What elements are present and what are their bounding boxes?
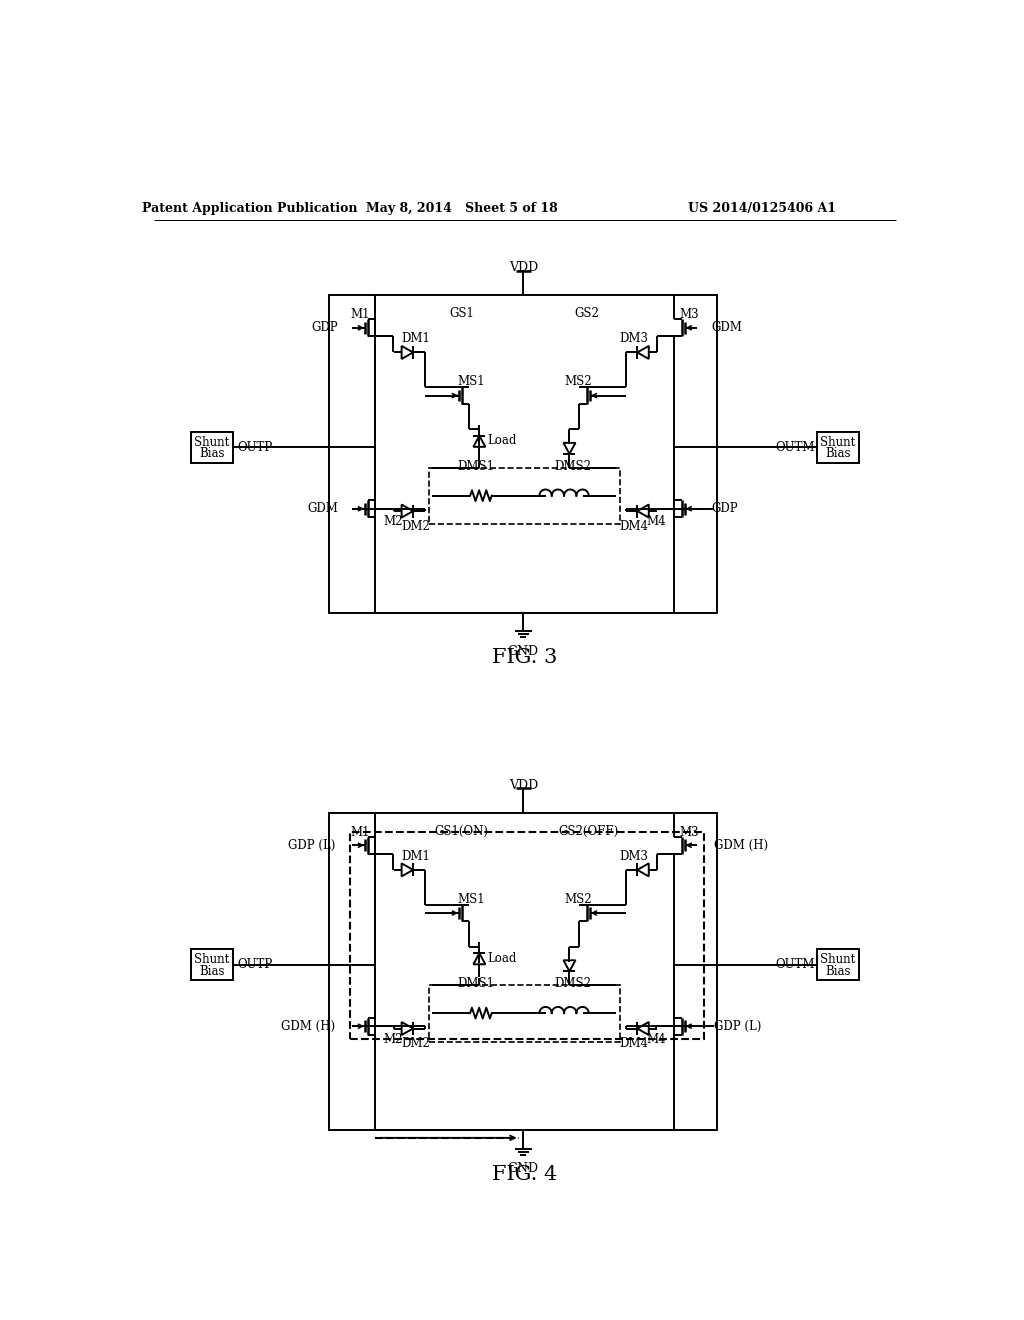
- Text: M3: M3: [680, 308, 699, 321]
- Bar: [350, 832, 705, 1039]
- Text: Shunt: Shunt: [195, 953, 229, 966]
- Text: M3: M3: [680, 825, 699, 838]
- Bar: [190, 432, 233, 462]
- Text: May 8, 2014   Sheet 5 of 18: May 8, 2014 Sheet 5 of 18: [366, 202, 557, 215]
- Text: GDP (L): GDP (L): [714, 1019, 762, 1032]
- Text: Shunt: Shunt: [195, 436, 229, 449]
- Text: DM2: DM2: [401, 520, 431, 533]
- Text: DM3: DM3: [620, 333, 648, 345]
- Bar: [330, 813, 717, 1130]
- Text: GDM: GDM: [307, 502, 339, 515]
- Text: Bias: Bias: [199, 965, 224, 978]
- Text: MS1: MS1: [457, 892, 484, 906]
- Text: DM4: DM4: [620, 1038, 648, 1051]
- Text: Load: Load: [487, 434, 517, 447]
- Bar: [429, 469, 620, 524]
- Text: Shunt: Shunt: [820, 436, 855, 449]
- Bar: [429, 985, 620, 1041]
- Text: GS2: GS2: [574, 308, 600, 321]
- Text: Load: Load: [487, 952, 517, 965]
- Text: GDP: GDP: [711, 502, 737, 515]
- Text: M2: M2: [383, 515, 402, 528]
- Text: DMS1: DMS1: [458, 977, 495, 990]
- Text: VDD: VDD: [509, 779, 538, 792]
- Text: Bias: Bias: [199, 447, 224, 461]
- Text: GS1: GS1: [450, 308, 474, 321]
- Text: GND: GND: [508, 1162, 539, 1175]
- Bar: [816, 949, 859, 979]
- Text: VDD: VDD: [509, 261, 538, 275]
- Text: OUTM: OUTM: [775, 958, 815, 972]
- Text: GDP (L): GDP (L): [288, 838, 336, 851]
- Text: MS2: MS2: [564, 375, 592, 388]
- Text: GDM (H): GDM (H): [714, 838, 768, 851]
- Text: DM2: DM2: [401, 1038, 431, 1051]
- Text: DM4: DM4: [620, 520, 648, 533]
- Text: GND: GND: [508, 644, 539, 657]
- Text: M4: M4: [647, 515, 667, 528]
- Text: M4: M4: [647, 1032, 667, 1045]
- Text: M1: M1: [350, 825, 370, 838]
- Text: DMS2: DMS2: [554, 977, 591, 990]
- Text: GS2(OFF): GS2(OFF): [558, 825, 618, 838]
- Bar: [190, 949, 233, 979]
- Text: DM1: DM1: [401, 333, 431, 345]
- Text: DMS2: DMS2: [554, 459, 591, 473]
- Text: M2: M2: [383, 1032, 402, 1045]
- Text: GDM: GDM: [711, 321, 742, 334]
- Text: US 2014/0125406 A1: US 2014/0125406 A1: [688, 202, 836, 215]
- Text: OUTM: OUTM: [775, 441, 815, 454]
- Text: OUTP: OUTP: [237, 441, 272, 454]
- Text: MS2: MS2: [564, 892, 592, 906]
- Bar: [330, 296, 717, 612]
- Text: OUTP: OUTP: [237, 958, 272, 972]
- Text: M1: M1: [350, 308, 370, 321]
- Text: GDM (H): GDM (H): [282, 1019, 336, 1032]
- Text: Shunt: Shunt: [820, 953, 855, 966]
- Text: Patent Application Publication: Patent Application Publication: [142, 202, 357, 215]
- Text: FIG. 3: FIG. 3: [493, 648, 557, 667]
- Text: Bias: Bias: [825, 965, 851, 978]
- Text: DM3: DM3: [620, 850, 648, 862]
- Text: GDP: GDP: [312, 321, 339, 334]
- Text: GS1(ON): GS1(ON): [434, 825, 488, 838]
- Bar: [816, 432, 859, 462]
- Text: DM1: DM1: [401, 850, 431, 862]
- Text: MS1: MS1: [457, 375, 484, 388]
- Text: Bias: Bias: [825, 447, 851, 461]
- Text: FIG. 4: FIG. 4: [493, 1166, 557, 1184]
- Text: DMS1: DMS1: [458, 459, 495, 473]
